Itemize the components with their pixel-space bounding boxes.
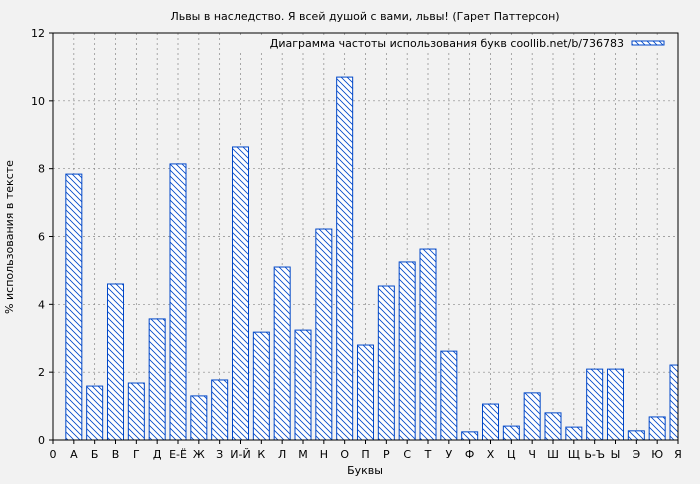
bar-Ц [502, 425, 520, 441]
x-tick-label: У [445, 448, 452, 461]
y-tick-label: 8 [38, 163, 45, 176]
x-tick-label: Ф [465, 448, 474, 461]
legend-box [240, 35, 676, 51]
x-tick-label: Н [320, 448, 328, 461]
x-tick-label: П [361, 448, 369, 461]
x-tick-label: Щ [568, 448, 580, 461]
x-tick-label: Я [674, 448, 682, 461]
bar-Э [627, 430, 645, 441]
bar-Т [419, 248, 437, 441]
y-axis-label: % использования в тексте [3, 160, 16, 314]
bar-М [294, 329, 312, 441]
bar-Е-Ё [169, 163, 187, 441]
x-tick-label: Ч [528, 448, 536, 461]
bar-Щ [565, 426, 583, 441]
legend-label: Диаграмма частоты использования букв coo… [270, 37, 624, 50]
bar-Ь-Ъ [586, 368, 604, 441]
bar-Б [86, 385, 104, 441]
bar-Ю [648, 416, 666, 441]
x-tick-label: К [257, 448, 265, 461]
x-tick-label: С [403, 448, 411, 461]
x-tick-label: И-Й [230, 448, 250, 461]
x-tick-label: М [298, 448, 308, 461]
bar-Ж [190, 395, 208, 441]
x-axis-label: Буквы [347, 464, 383, 477]
y-tick-label: 0 [38, 434, 45, 447]
bars [65, 76, 679, 441]
x-tick-label: Е-Ё [169, 448, 187, 461]
y-tick-label: 12 [31, 27, 45, 40]
bar-Я [669, 364, 679, 441]
bar-В [107, 283, 124, 441]
bar-Ш [544, 412, 562, 441]
x-tick-label: Ж [193, 448, 205, 461]
x-tick-label: Б [91, 448, 99, 461]
bar-Д [148, 318, 166, 441]
bar-И-Й [232, 146, 249, 441]
chart-title: Львы в наследство. Я всей душой с вами, … [170, 10, 559, 23]
x-tick-label: Ы [611, 448, 621, 461]
bar-О [336, 76, 354, 441]
bar-К [252, 331, 270, 441]
x-tick-label: Э [632, 448, 640, 461]
x-tick-label: 0 [50, 448, 57, 461]
bar-Г [127, 382, 145, 441]
legend-swatch [631, 40, 665, 46]
x-tick-label: Ь-Ъ [584, 448, 605, 461]
bar-Ы [607, 368, 624, 441]
x-tick-label: Ю [651, 448, 663, 461]
bar-П [357, 344, 374, 441]
y-tick-label: 6 [38, 231, 45, 244]
bar-С [398, 261, 416, 441]
x-tick-label: Л [278, 448, 286, 461]
x-tick-label: А [70, 448, 78, 461]
x-tick-label: Р [383, 448, 390, 461]
x-tick-label: Х [487, 448, 495, 461]
x-tick-label: Г [133, 448, 140, 461]
bar-Н [315, 228, 333, 441]
y-tick-label: 4 [38, 298, 45, 311]
x-tick-label: Ц [507, 448, 516, 461]
bar-Ч [523, 392, 541, 441]
x-tick-label: З [216, 448, 223, 461]
bar-З [211, 379, 229, 441]
x-tick-label: Ш [547, 448, 559, 461]
bar-А [65, 173, 83, 441]
x-tick-label: О [340, 448, 349, 461]
x-tick-label: В [112, 448, 120, 461]
bar-Р [377, 285, 395, 441]
y-tick-label: 2 [38, 366, 45, 379]
bar-Х [482, 403, 499, 441]
y-tick-label: 10 [31, 95, 45, 108]
x-tick-label: Д [153, 448, 162, 461]
bar-Ф [461, 431, 479, 441]
bar-У [440, 350, 458, 441]
x-tick-label: Т [424, 448, 432, 461]
legend: Диаграмма частоты использования букв coo… [240, 35, 676, 51]
bar-Л [273, 266, 291, 441]
